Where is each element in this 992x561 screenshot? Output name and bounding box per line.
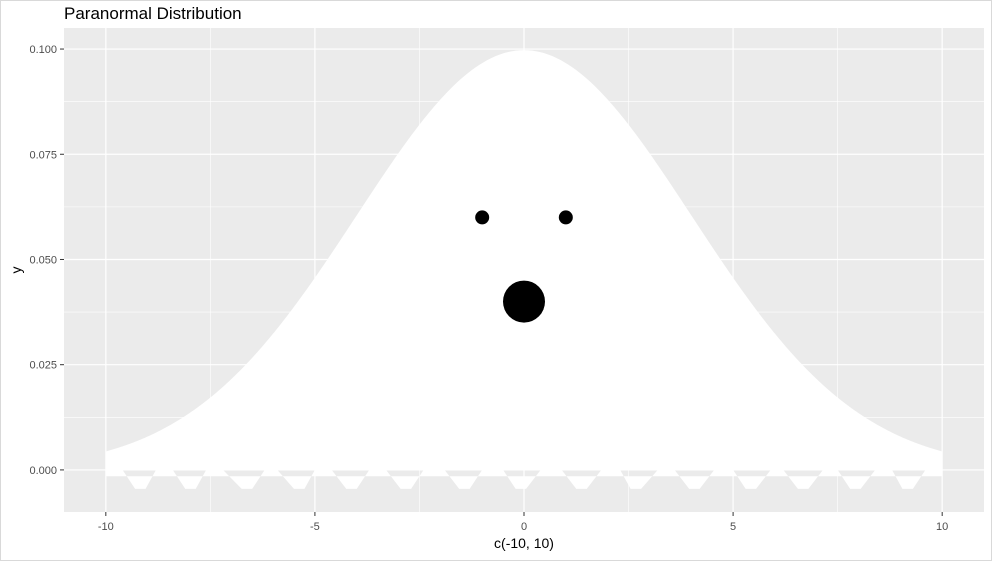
x-axis: -10 -5 0 5 10 [98, 512, 948, 533]
ghost-body [105, 50, 943, 489]
x-tick-label: -5 [310, 521, 320, 533]
x-tick-label: -10 [98, 521, 114, 533]
right-eye [558, 210, 573, 225]
x-tick-label: 0 [521, 521, 527, 533]
y-tick-label: 0.100 [29, 44, 57, 56]
x-tick-label: 10 [936, 521, 948, 533]
chart-title: Paranormal Distribution [64, 4, 242, 23]
ghost-face [475, 210, 573, 323]
mouth [503, 280, 545, 323]
y-tick-label: 0.000 [29, 465, 57, 477]
left-eye [475, 210, 490, 225]
x-tick-label: 5 [730, 521, 736, 533]
y-tick-label: 0.075 [29, 149, 57, 161]
y-tick-label: 0.025 [29, 360, 57, 372]
y-axis-title: y [8, 267, 24, 274]
ghost-hem [105, 469, 943, 489]
ghost-body-shape [105, 50, 943, 470]
y-tick-label: 0.050 [29, 254, 57, 266]
y-axis: 0.000 0.025 0.050 0.075 0.100 [29, 44, 64, 477]
x-axis-title: c(-10, 10) [494, 535, 554, 551]
